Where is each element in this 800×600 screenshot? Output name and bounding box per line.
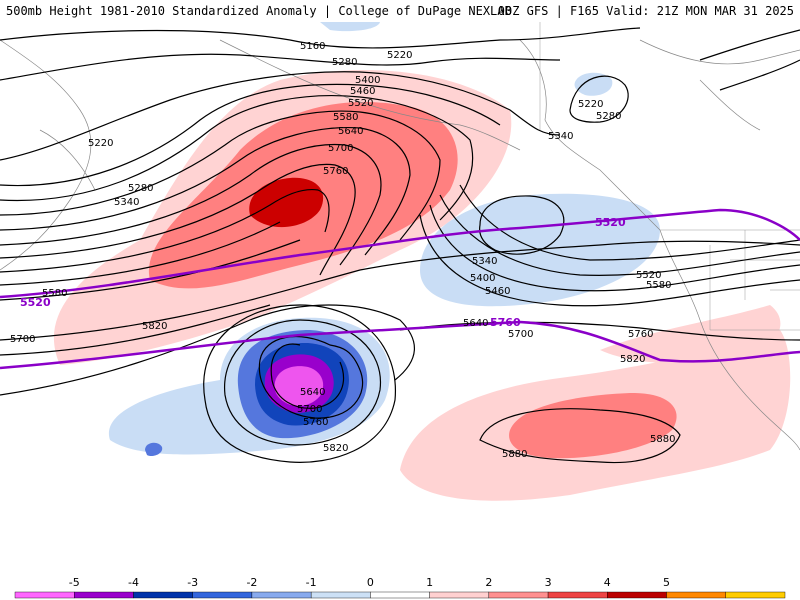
colorbar-tick-labels: -5 -4 -3 -2 -1 0 1 2 3 4 5 bbox=[69, 576, 670, 589]
height-contours bbox=[0, 27, 800, 464]
colorbar-swatch bbox=[370, 591, 430, 599]
contour-label: 5460 bbox=[350, 86, 375, 97]
colorbar-swatch bbox=[192, 591, 253, 599]
purple-contour-label: 5760 bbox=[490, 316, 521, 329]
map-title: 500mb Height 1981-2010 Standardized Anom… bbox=[6, 4, 512, 18]
purple-5760-line bbox=[0, 320, 800, 370]
contour-label: 5520 bbox=[348, 98, 373, 109]
contour-label: 5700 bbox=[328, 143, 353, 154]
anomaly-colorbar: -5 -4 -3 -2 -1 0 1 2 3 4 5 bbox=[0, 574, 800, 600]
contour-labels: 5160 5220 5280 5400 5460 5520 5580 5640 … bbox=[10, 41, 675, 460]
contour-label: 5400 bbox=[355, 75, 380, 86]
colorbar-tick-label: -4 bbox=[128, 576, 139, 589]
colorbar-swatch bbox=[547, 591, 608, 599]
purple-contour-labels: 5520 5520 5760 bbox=[20, 216, 626, 329]
contour-label: 5640 bbox=[338, 126, 363, 137]
colorbar-tick-label: 1 bbox=[426, 576, 433, 589]
colorbar-tick-label: -2 bbox=[246, 576, 257, 589]
coastlines bbox=[0, 39, 800, 451]
neg1-bering bbox=[574, 72, 613, 96]
contour-label: 5220 bbox=[387, 50, 412, 61]
colorbar-swatch bbox=[429, 591, 490, 599]
contour-label: 5760 bbox=[303, 417, 328, 428]
colorbar-tick-label: 4 bbox=[604, 576, 611, 589]
purple-5520-line bbox=[0, 208, 800, 299]
colorbar-tick-label: -5 bbox=[69, 576, 80, 589]
purple-contour-label: 5520 bbox=[20, 296, 51, 309]
colorbar-swatch bbox=[133, 591, 193, 599]
colorbar-tick-label: -1 bbox=[306, 576, 317, 589]
contour-label: 5340 bbox=[548, 131, 573, 142]
contour-label: 5760 bbox=[628, 329, 653, 340]
contour-label: 5820 bbox=[620, 354, 645, 365]
contour-label: 5640 bbox=[463, 318, 488, 329]
contour-label: 5700 bbox=[297, 404, 322, 415]
contour-label: 5400 bbox=[470, 273, 495, 284]
contour-label: 5340 bbox=[114, 197, 139, 208]
colorbar-swatch bbox=[725, 591, 786, 599]
contour-label: 5820 bbox=[142, 321, 167, 332]
colorbar-swatch bbox=[488, 591, 549, 599]
colorbar-tick-label: 5 bbox=[663, 576, 670, 589]
contour-label: 5460 bbox=[485, 286, 510, 297]
contour-label: 5160 bbox=[300, 41, 325, 52]
purple-contour-label: 5520 bbox=[595, 216, 626, 229]
contour-label: 5640 bbox=[300, 387, 325, 398]
neg1-top bbox=[320, 22, 380, 32]
contour-label: 5340 bbox=[472, 256, 497, 267]
contour-label: 5700 bbox=[10, 334, 35, 345]
contour-label: 5880 bbox=[502, 449, 527, 460]
colorbar-swatch bbox=[310, 591, 371, 599]
contour-label: 5520 bbox=[636, 270, 661, 281]
colorbar-tick-label: 2 bbox=[485, 576, 492, 589]
contour-label: 5280 bbox=[596, 111, 621, 122]
colorbar-tick-label: 3 bbox=[545, 576, 552, 589]
colorbar-swatch bbox=[607, 591, 667, 599]
purple-key-contours bbox=[0, 208, 800, 370]
contour-label: 5760 bbox=[323, 166, 348, 177]
colorbar-tick-label: 0 bbox=[367, 576, 374, 589]
neg2-small bbox=[145, 442, 163, 457]
anomaly-map: 5160 5220 5280 5400 5460 5520 5580 5640 … bbox=[0, 22, 800, 501]
colorbar-tick-label: -3 bbox=[187, 576, 198, 589]
model-run-info: 00Z GFS | F165 Valid: 21Z MON MAR 31 202… bbox=[497, 4, 794, 18]
contour-label: 5820 bbox=[323, 443, 348, 454]
contour-label: 5580 bbox=[646, 280, 671, 291]
contour-label: 5880 bbox=[650, 434, 675, 445]
contour-label: 5580 bbox=[42, 288, 67, 299]
political-boundaries bbox=[539, 22, 800, 331]
neg5-central bbox=[274, 366, 324, 406]
colorbar-swatch bbox=[251, 591, 312, 599]
contour-label: 5220 bbox=[88, 138, 113, 149]
contour-label: 5280 bbox=[128, 183, 153, 194]
colorbar-swatch bbox=[666, 591, 726, 599]
contour-label: 5280 bbox=[332, 57, 357, 68]
colorbar-swatch bbox=[14, 591, 75, 599]
contour-label: 5580 bbox=[333, 112, 358, 123]
map-header: 500mb Height 1981-2010 Standardized Anom… bbox=[0, 0, 800, 22]
colorbar-swatch bbox=[74, 591, 134, 599]
colorbar-swatches bbox=[14, 591, 786, 599]
contour-label: 5220 bbox=[578, 99, 603, 110]
contour-label: 5700 bbox=[508, 329, 533, 340]
